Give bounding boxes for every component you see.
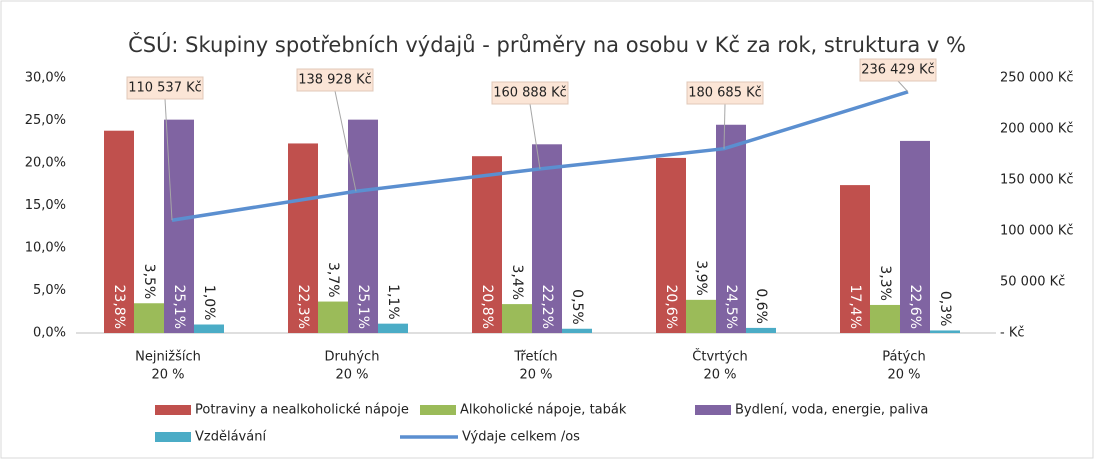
bar <box>472 156 502 333</box>
data-label: 1,0% <box>201 285 217 321</box>
y2-tick-label: 50 000 Kč <box>1000 275 1065 290</box>
y2-tick-label: 200 000 Kč <box>1000 122 1074 137</box>
bar <box>164 119 194 334</box>
x-tick-label: 20 % <box>519 368 552 383</box>
x-tick-label: 20 % <box>703 368 736 383</box>
legend-swatch <box>420 405 456 415</box>
x-tick-label: 20 % <box>887 368 920 383</box>
leader-line <box>723 103 726 149</box>
y2-tick-label: 150 000 Kč <box>1000 173 1074 188</box>
legend-label: Alkoholické nápoje, tabák <box>460 403 627 418</box>
bar <box>562 328 592 333</box>
y-tick-label: 25,0% <box>25 113 66 128</box>
y-tick-label: 20,0% <box>25 156 66 171</box>
bar <box>532 144 562 333</box>
bar <box>900 140 930 333</box>
x-tick-label: 20 % <box>151 368 184 383</box>
legend-label: Vzdělávání <box>195 430 266 445</box>
leader-line <box>164 98 173 221</box>
legend-label: Výdaje celkem /os <box>462 430 580 445</box>
data-label: 0,3% <box>937 291 953 327</box>
x-tick-label: 20 % <box>335 368 368 383</box>
bar <box>194 324 224 333</box>
bar <box>348 119 378 334</box>
data-label: 3,5% <box>141 264 157 300</box>
bar <box>870 304 900 333</box>
x-tick-label: Druhých <box>325 350 380 365</box>
y-tick-label: 5,0% <box>33 283 66 298</box>
data-label: 160 888 Kč <box>493 86 567 101</box>
bar <box>840 185 870 333</box>
data-label: 3,7% <box>325 262 341 298</box>
data-label: 25,1% <box>355 285 371 329</box>
chart-title: ČSÚ: Skupiny spotřebních výdajů - průměr… <box>128 32 966 57</box>
data-label: 23,8% <box>111 285 127 329</box>
x-tick-label: Nejnižších <box>135 350 201 365</box>
data-label: 20,8% <box>479 285 495 329</box>
label-box <box>859 58 937 82</box>
data-label: 0,6% <box>753 288 769 324</box>
leader-line <box>529 103 541 169</box>
y2-tick-label: - Kč <box>1000 326 1025 341</box>
bar <box>930 330 960 333</box>
y-tick-label: 30,0% <box>25 71 66 86</box>
leader-line <box>334 90 357 192</box>
label-box <box>126 76 204 100</box>
bar <box>686 299 716 333</box>
bar <box>378 323 408 333</box>
data-label: 138 928 Kč <box>298 73 372 88</box>
bar <box>716 124 746 333</box>
data-label: 22,3% <box>295 285 311 329</box>
data-label: 3,3% <box>877 265 893 301</box>
data-label: 110 537 Kč <box>128 81 202 96</box>
bar <box>288 143 318 333</box>
bar <box>502 304 532 333</box>
label-box <box>686 81 764 105</box>
data-label: 24,5% <box>723 285 739 329</box>
data-label: 22,6% <box>907 285 923 329</box>
y2-tick-label: 250 000 Kč <box>1000 71 1074 86</box>
bar <box>318 301 348 333</box>
data-label: 0,5% <box>569 289 585 325</box>
data-label: 20,6% <box>663 285 679 329</box>
data-label: 1,1% <box>385 284 401 320</box>
bar <box>656 157 686 333</box>
y-tick-label: 10,0% <box>25 241 66 256</box>
data-label: 236 429 Kč <box>861 63 935 78</box>
legend-label: Potraviny a nealkoholické nápoje <box>195 403 409 418</box>
label-box <box>491 81 569 105</box>
data-label: 25,1% <box>171 285 187 329</box>
data-label: 3,4% <box>509 265 525 301</box>
bar <box>134 303 164 333</box>
data-label: 180 685 Kč <box>688 86 762 101</box>
legend-swatch <box>155 405 191 415</box>
data-label: 17,4% <box>847 285 863 329</box>
leader-line <box>897 80 909 93</box>
data-label: 3,9% <box>693 260 709 296</box>
y-tick-label: 0,0% <box>33 326 66 341</box>
x-tick-label: Čtvrtých <box>692 349 747 365</box>
x-tick-label: Třetích <box>513 350 557 365</box>
y2-tick-label: 100 000 Kč <box>1000 224 1074 239</box>
y-tick-label: 15,0% <box>25 198 66 213</box>
legend-swatch <box>695 405 731 415</box>
data-label: 22,2% <box>539 285 555 329</box>
bar <box>104 130 134 333</box>
legend-label: Bydlení, voda, energie, paliva <box>735 403 928 418</box>
x-tick-label: Pátých <box>882 350 925 365</box>
label-box <box>296 68 374 92</box>
legend-swatch <box>155 432 191 442</box>
bar <box>746 327 776 333</box>
